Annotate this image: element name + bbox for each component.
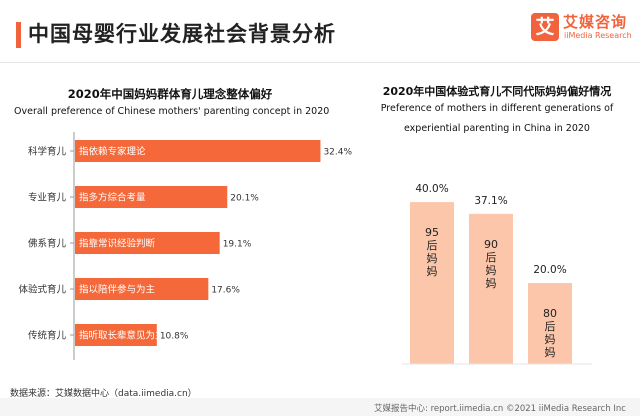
bar [469, 213, 513, 364]
right-chart-title-en-line2: experiential parenting in China in 2020 [404, 123, 590, 134]
right-chart-title-en-line1: Preference of mothers in different gener… [380, 103, 614, 114]
logo-mark: 艾 [531, 13, 559, 41]
value-label: 20.1% [230, 194, 259, 204]
value-label: 37.1% [474, 195, 507, 207]
footer-bar [0, 398, 640, 416]
category-label: 专业育儿 [28, 192, 67, 204]
footer-text: 艾媒报告中心: report.iimedia.cn ©2021 iiMedia … [374, 404, 626, 414]
value-label: 40.0% [415, 183, 448, 195]
value-label: 20.0% [533, 264, 566, 276]
value-label: 19.1% [223, 240, 252, 250]
bar-inner-label: 指听取长辈意见为主 [79, 330, 165, 342]
category-label: 佛系育儿 [28, 238, 67, 250]
iimedia-logo: 艾 艾媒咨询 iiMedia Research [531, 11, 632, 51]
bar-inner-label: 指依赖专家理论 [79, 146, 146, 158]
category-label: 90 后妈妈 [484, 238, 498, 290]
category-label: 80 后妈妈 [543, 307, 557, 359]
category-label: 传统育儿 [28, 330, 67, 342]
bar [410, 202, 454, 364]
value-label: 10.8% [160, 332, 189, 342]
bar [75, 186, 228, 208]
bar [75, 278, 209, 300]
page-title: 中国母婴行业发展社会背景分析 [28, 22, 336, 46]
title-accent-bar [16, 22, 21, 48]
bar [528, 283, 572, 364]
bar [75, 140, 321, 162]
category-label: 科学育儿 [28, 146, 67, 158]
logo-name-cn: 艾媒咨询 [563, 13, 628, 31]
bar [75, 232, 220, 254]
value-label: 17.6% [211, 286, 240, 296]
logo-name-en: iiMedia Research [564, 31, 632, 40]
right-chart-title-cn: 2020年中国体验式育儿不同代际妈妈偏好情况 [382, 85, 612, 98]
left-chart-title-en: Overall preference of Chinese mothers' p… [14, 106, 330, 117]
bar-inner-label: 指以陪伴参与为主 [79, 284, 155, 296]
bar-inner-label: 指多方综合考量 [79, 192, 146, 204]
data-source: 数据来源：艾媒数据中心（data.iimedia.cn） [10, 389, 197, 399]
value-label: 32.4% [323, 148, 352, 158]
header-divider [0, 62, 640, 63]
bar [75, 324, 157, 346]
right-bar-chart: 40.0% 95 后妈妈 37.1% 90 后妈妈 20.0% 80 后妈妈 [402, 183, 592, 365]
category-label: 95 后妈妈 [425, 226, 439, 278]
category-label: 体验式育儿 [18, 284, 66, 296]
left-bar-chart: 科学育儿 指依赖专家理论 32.4% 专业育儿 指多方综合考量 20.1% 佛系育儿 指靠常识… [18, 132, 352, 360]
left-chart-title-cn: 2020年中国妈妈群体育儿理念整体偏好 [67, 87, 273, 101]
bar-inner-label: 指靠常识经验判断 [79, 238, 156, 250]
